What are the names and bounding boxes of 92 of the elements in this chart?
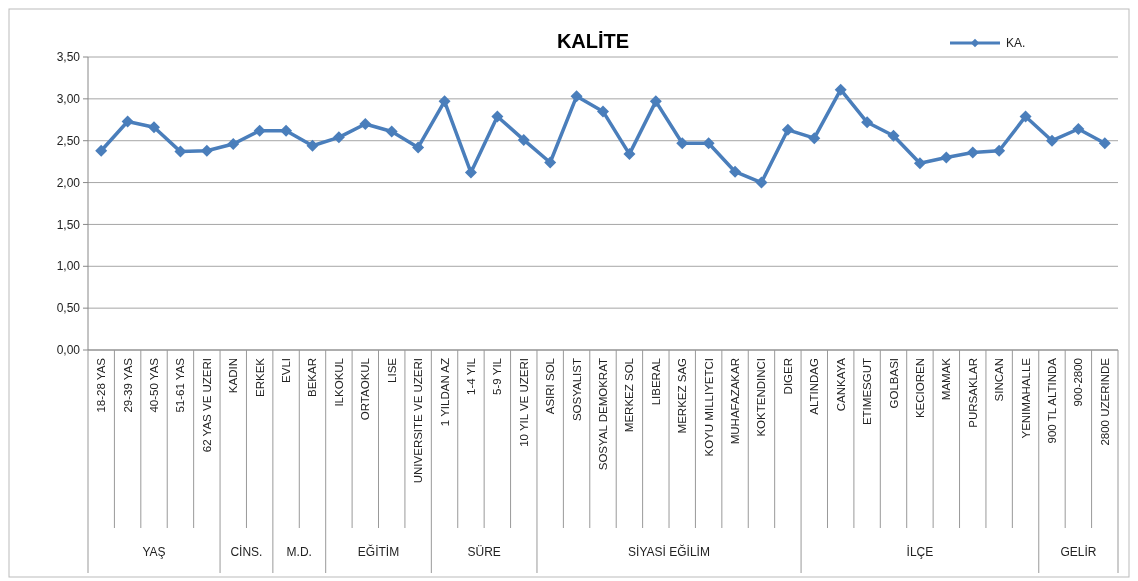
x-tick-label: 2800 UZERINDE: [1098, 357, 1111, 446]
y-tick-label: 0,00: [56, 343, 81, 358]
x-tick-label: LIBERAL: [649, 357, 662, 406]
x-tick-label: ASIRI SOL: [544, 357, 557, 415]
point: [306, 139, 319, 152]
x-tick-label: KECIOREN: [913, 358, 926, 419]
x-tick-label: KOKTENDINCI: [755, 358, 768, 437]
text: İLÇE: [906, 545, 934, 559]
x-tick-label: PURSAKLAR: [966, 358, 979, 428]
x-tick-label: UNIVERSITE VE UZERI: [412, 358, 425, 484]
point: [121, 115, 134, 128]
text: GELİR: [1060, 545, 1097, 559]
x-tick-label: ETIMESGUT: [861, 358, 874, 426]
point: [1045, 134, 1058, 147]
x-tick-label: 1 YILDAN AZ: [438, 358, 451, 427]
x-tick-label: ERKEK: [253, 357, 266, 397]
y-tick-label: 2,00: [56, 175, 81, 190]
point: [280, 124, 293, 137]
point: [808, 132, 821, 145]
point: [1098, 137, 1111, 150]
point: [438, 95, 451, 108]
x-tick-label: SINCAN: [993, 358, 1006, 402]
text: M.D.: [286, 545, 312, 559]
x-tick-label: MAMAK: [940, 357, 953, 401]
point: [464, 166, 477, 179]
x-tick-label: 900-2800: [1072, 358, 1085, 407]
point: [649, 95, 662, 108]
point: [148, 121, 161, 134]
point: [966, 146, 979, 159]
point: [993, 144, 1006, 157]
x-tick-label: YENIMAHALLE: [1019, 357, 1032, 439]
legend-label: KA.: [1006, 36, 1026, 51]
x-tick-label: 5-9 YIL: [491, 357, 504, 395]
y-tick-label: 2,50: [56, 133, 81, 148]
point: [1019, 110, 1032, 123]
point: [781, 123, 794, 136]
point: [95, 144, 108, 157]
x-tick-label: ILKOKUL: [332, 357, 345, 407]
x-tick-label: CANKAYA: [834, 357, 847, 412]
point: [491, 110, 504, 123]
point: [861, 116, 874, 129]
x-tick-label: 900 TL ALTINDA: [1045, 357, 1058, 444]
y-tick-label: 3,50: [56, 50, 81, 65]
point: [544, 156, 557, 169]
x-tick-label: 10 YIL VE UZERI: [517, 358, 530, 447]
point: [887, 129, 900, 142]
x-tick-label: LISE: [385, 357, 398, 383]
point: [385, 125, 398, 138]
x-tick-label: 40-50 YAS: [148, 357, 161, 413]
point: [597, 105, 609, 118]
x-tick-label: BEKAR: [306, 358, 319, 397]
point: [913, 157, 926, 170]
point: [1072, 122, 1085, 135]
point: [359, 117, 372, 130]
point: [623, 148, 636, 161]
point: [834, 83, 847, 96]
text: YAŞ: [142, 545, 166, 559]
point: [332, 131, 345, 144]
x-tick-label: 62 YAS VE UZERI: [200, 358, 213, 453]
x-tick-label: SOSYAL DEMOKRAT: [597, 358, 609, 471]
y-tick-label: 0,50: [56, 301, 81, 316]
x-tick-label: MERKEZ SAG: [676, 357, 689, 434]
point: [253, 124, 266, 137]
point: [227, 138, 240, 151]
x-tick-label: ALTINDAG: [808, 357, 821, 415]
x-tick-label: 29-39 YAS: [121, 357, 134, 413]
x-tick-label: EVLI: [280, 358, 293, 383]
x-tick-label: MERKEZ SOL: [623, 357, 636, 433]
x-tick-label: KADIN: [227, 358, 240, 394]
x-tick-label: GOLBASI: [887, 358, 900, 409]
point: [570, 90, 583, 103]
x-tick-label: SOSYALIST: [570, 358, 583, 422]
point: [755, 176, 768, 189]
y-tick-label: 1,50: [56, 217, 81, 232]
chart-title: KALİTE: [556, 30, 630, 52]
text: CİNS.: [230, 545, 263, 559]
x-tick-label: 1-4 YIL: [464, 357, 477, 395]
x-tick-label: 18-28 YAS: [95, 357, 108, 413]
point: [517, 133, 530, 146]
x-tick-label: DIGER: [781, 358, 794, 395]
point: [940, 151, 953, 164]
text: SİYASİ EĞİLİM: [628, 544, 710, 559]
x-tick-label: KOYU MILLIYETCI: [702, 358, 715, 457]
point: [412, 141, 425, 154]
text: EĞİTİM: [357, 544, 400, 559]
y-tick-label: 1,00: [56, 259, 81, 274]
text: SÜRE: [467, 545, 501, 559]
y-tick-label: 3,00: [56, 92, 81, 107]
x-tick-label: ORTAOKUL: [359, 357, 372, 421]
x-tick-label: MUHAFAZAKAR: [729, 358, 742, 445]
x-tick-label: 51-61 YAS: [174, 357, 187, 413]
point: [729, 165, 742, 178]
